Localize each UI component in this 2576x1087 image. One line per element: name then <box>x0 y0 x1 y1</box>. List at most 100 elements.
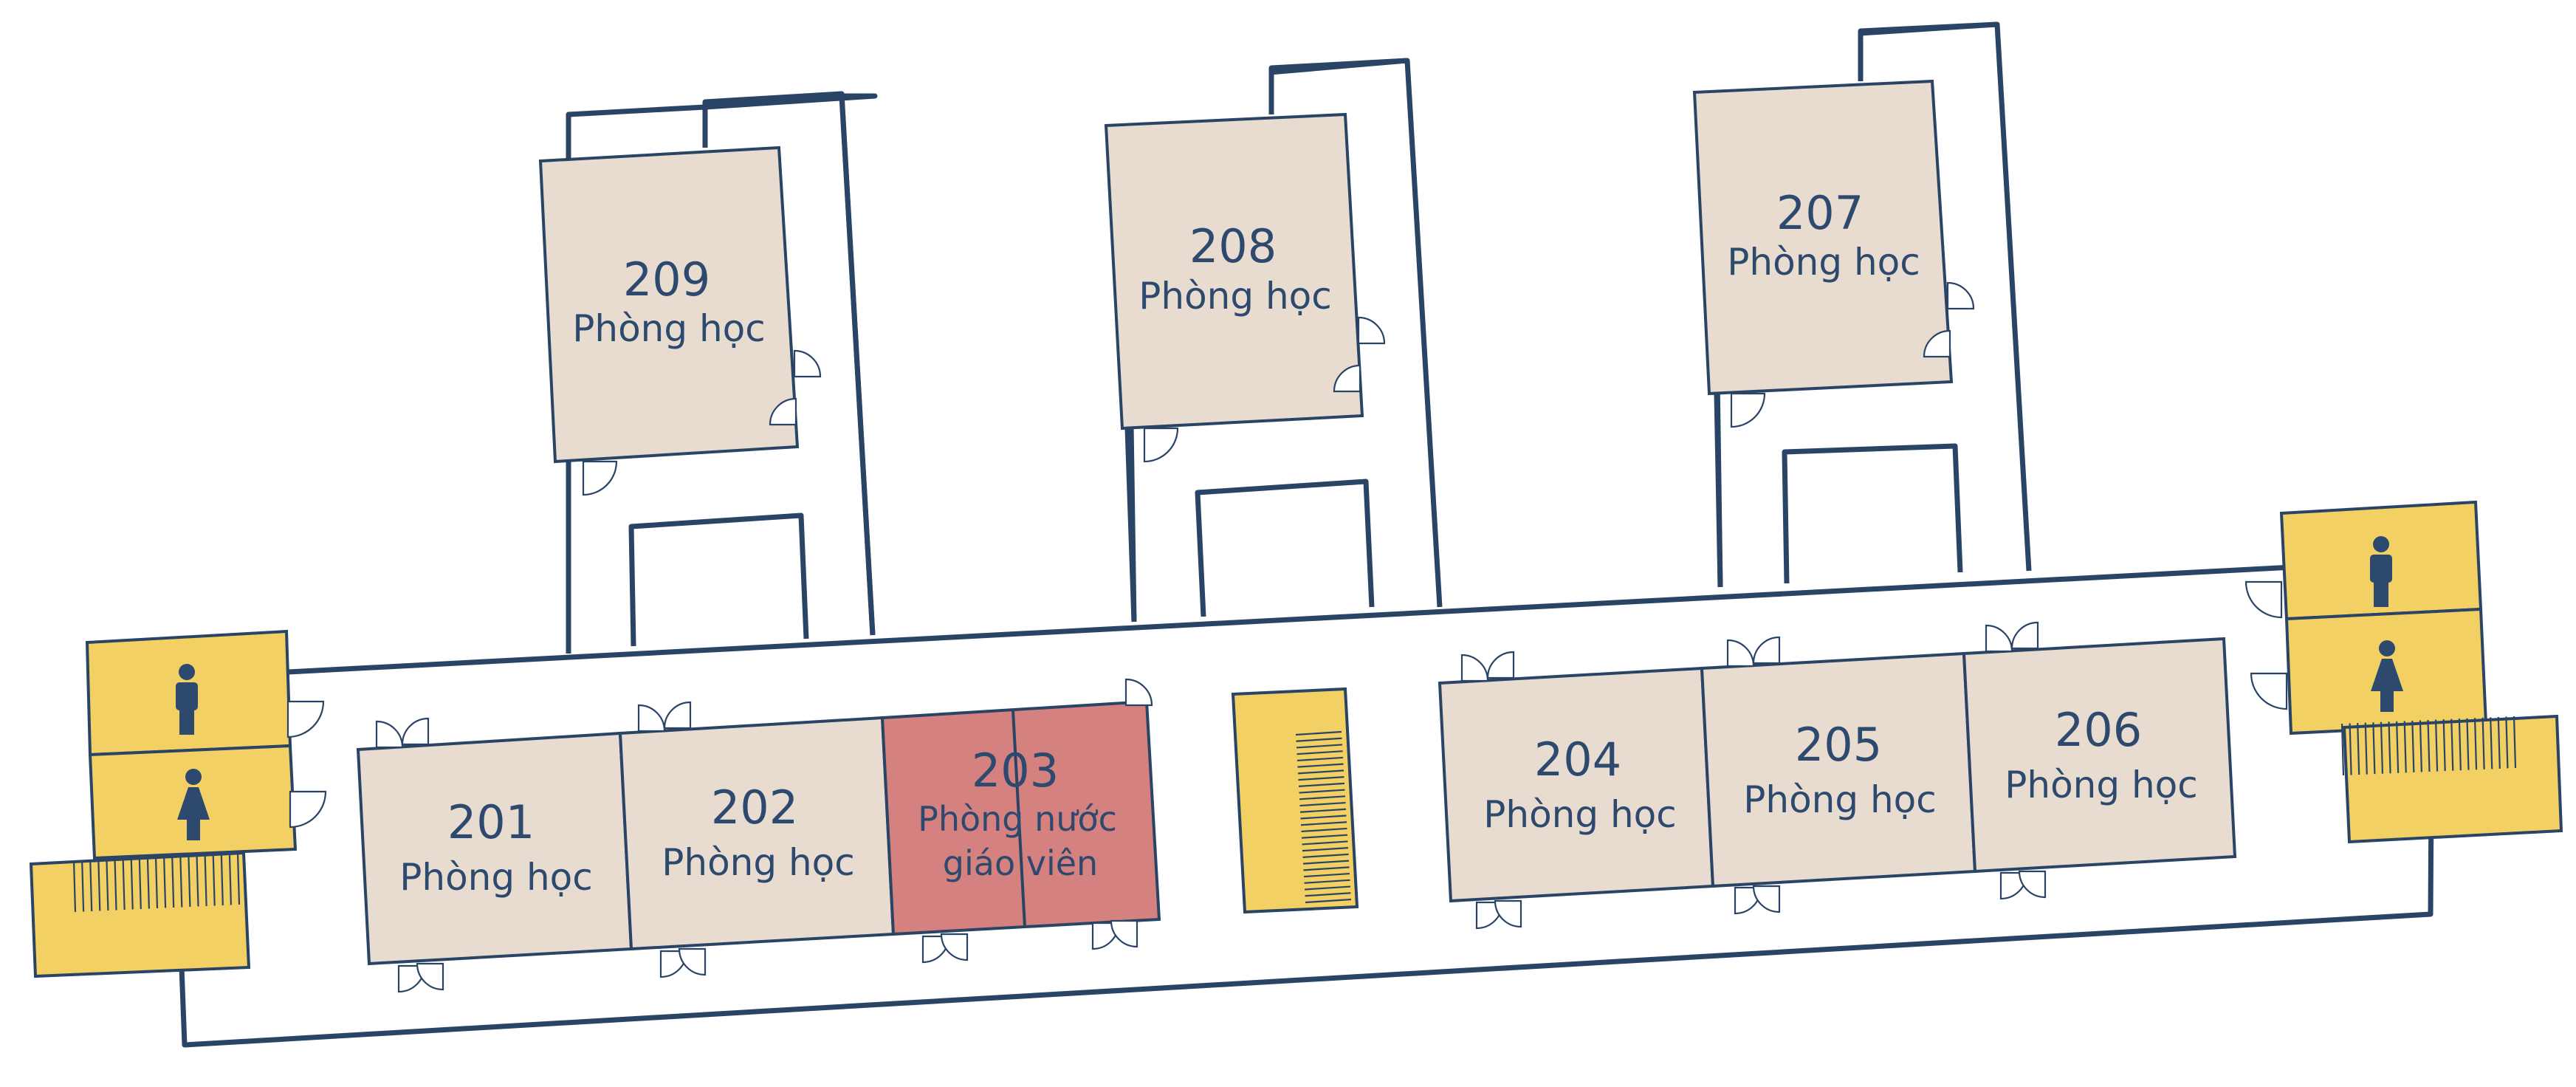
room-207[interactable] <box>1692 79 1954 396</box>
room-204-number: 204 <box>1534 733 1621 786</box>
central-stairwell <box>1231 687 1359 914</box>
stair-tread <box>196 854 199 907</box>
stair-tread <box>236 852 241 905</box>
door-swing-icon <box>401 717 430 746</box>
stair-tread <box>146 857 150 909</box>
stair-tread <box>2434 719 2439 772</box>
door-swing-icon <box>1143 427 1179 463</box>
stair-tread <box>89 859 93 912</box>
door-swing-icon <box>1460 654 1489 682</box>
door-swing-icon <box>375 720 404 749</box>
stair-tread <box>228 853 232 905</box>
stair-tread <box>1296 737 1342 742</box>
stair-tread <box>163 856 167 908</box>
room-209-name: Phòng học <box>572 307 766 350</box>
room-203[interactable] <box>880 699 1161 936</box>
wing-208-inner <box>1195 479 1375 617</box>
female-restroom-icon <box>2371 640 2403 712</box>
wing-209-top <box>702 91 842 148</box>
room-207-name: Phòng học <box>1727 241 1920 284</box>
room-205-name: Phòng học <box>1743 778 1937 821</box>
stair-tread <box>2497 716 2501 769</box>
door-swings <box>286 281 2288 993</box>
room-203-number: 203 <box>972 744 1059 798</box>
stair-tread <box>1297 763 1344 768</box>
stair-tread <box>1296 744 1343 749</box>
room-208[interactable] <box>1104 112 1364 431</box>
door-swing-icon <box>1730 392 1766 428</box>
stairs-icon <box>72 852 241 913</box>
male-restroom-icon <box>2370 536 2392 607</box>
room-202-name: Phòng học <box>662 841 855 884</box>
stair-tread <box>2349 723 2352 775</box>
door-swing-icon <box>769 397 797 426</box>
room-203-name-line1: Phòng nước <box>918 799 1117 839</box>
stair-tread <box>1302 853 1349 858</box>
stair-tread <box>2372 722 2376 775</box>
wing-208-top <box>1268 58 1408 114</box>
stair-tread <box>2427 719 2431 772</box>
stair-tread <box>212 854 216 906</box>
stair-tread <box>1295 730 1342 736</box>
stair-tread <box>2490 717 2493 769</box>
room-206[interactable] <box>1962 637 2237 874</box>
stair-tread <box>1304 879 1350 884</box>
stair-tread <box>1302 847 1349 852</box>
room-206-name: Phòng học <box>2005 764 2198 806</box>
wing-208-left <box>1124 428 1137 623</box>
stair-tread <box>1299 808 1347 813</box>
stair-tread <box>1300 815 1347 820</box>
stair-tread <box>220 853 224 906</box>
room-209[interactable] <box>538 145 800 464</box>
stair-tread <box>2513 716 2517 769</box>
room-209-number: 209 <box>623 253 710 306</box>
door-swing-icon <box>1752 885 1781 913</box>
stair-tread <box>1298 782 1345 787</box>
wing-209-inner <box>628 512 809 647</box>
stair-tread <box>2458 719 2462 771</box>
stair-tread <box>2442 719 2446 772</box>
door-swing-icon <box>1357 316 1386 345</box>
stair-tread <box>2396 721 2400 773</box>
room-206-number: 206 <box>2055 703 2142 757</box>
room-207-number: 207 <box>1776 186 1864 240</box>
room-208-name: Phòng học <box>1138 275 1332 318</box>
stair-tread <box>2419 720 2423 772</box>
stair-tread <box>114 858 117 911</box>
stair-tread <box>2466 718 2470 770</box>
door-swing-icon <box>637 704 666 733</box>
door-swing-icon <box>1110 919 1138 948</box>
stair-tread <box>1302 860 1350 865</box>
room-205-number: 205 <box>1795 718 1882 772</box>
stair-tread <box>97 859 101 911</box>
stair-tread <box>1298 776 1344 781</box>
door-swing-icon <box>2018 870 2047 899</box>
stair-tread <box>1304 885 1351 891</box>
stair-tread <box>81 860 85 912</box>
door-swing-icon <box>582 460 618 496</box>
wing-207-top <box>1858 21 1998 81</box>
stair-tread <box>2340 723 2345 776</box>
door-swing-icon <box>2244 580 2283 619</box>
room-201-name: Phòng học <box>399 856 593 899</box>
stair-tread <box>179 855 183 908</box>
stair-tread <box>154 856 159 909</box>
stair-tread <box>204 854 207 907</box>
stair-tread <box>1296 756 1344 762</box>
stairs-right[interactable] <box>2342 714 2563 844</box>
stair-tread <box>1303 866 1350 871</box>
female-restroom-icon <box>177 769 210 840</box>
stair-tread <box>171 855 175 908</box>
stair-tread <box>2403 721 2407 773</box>
wing-207-left <box>1714 393 1723 588</box>
door-swing-icon <box>1923 329 1951 358</box>
wing-207-inner <box>1782 443 1963 584</box>
stair-tread <box>72 860 77 913</box>
door-swing-icon <box>1726 639 1755 668</box>
stair-tread <box>2388 721 2391 774</box>
door-swing-icon <box>1752 636 1781 665</box>
stair-tread <box>1297 769 1344 775</box>
stair-tread <box>1299 789 1345 794</box>
room-201-number: 201 <box>447 795 535 849</box>
stair-tread <box>2473 718 2478 770</box>
